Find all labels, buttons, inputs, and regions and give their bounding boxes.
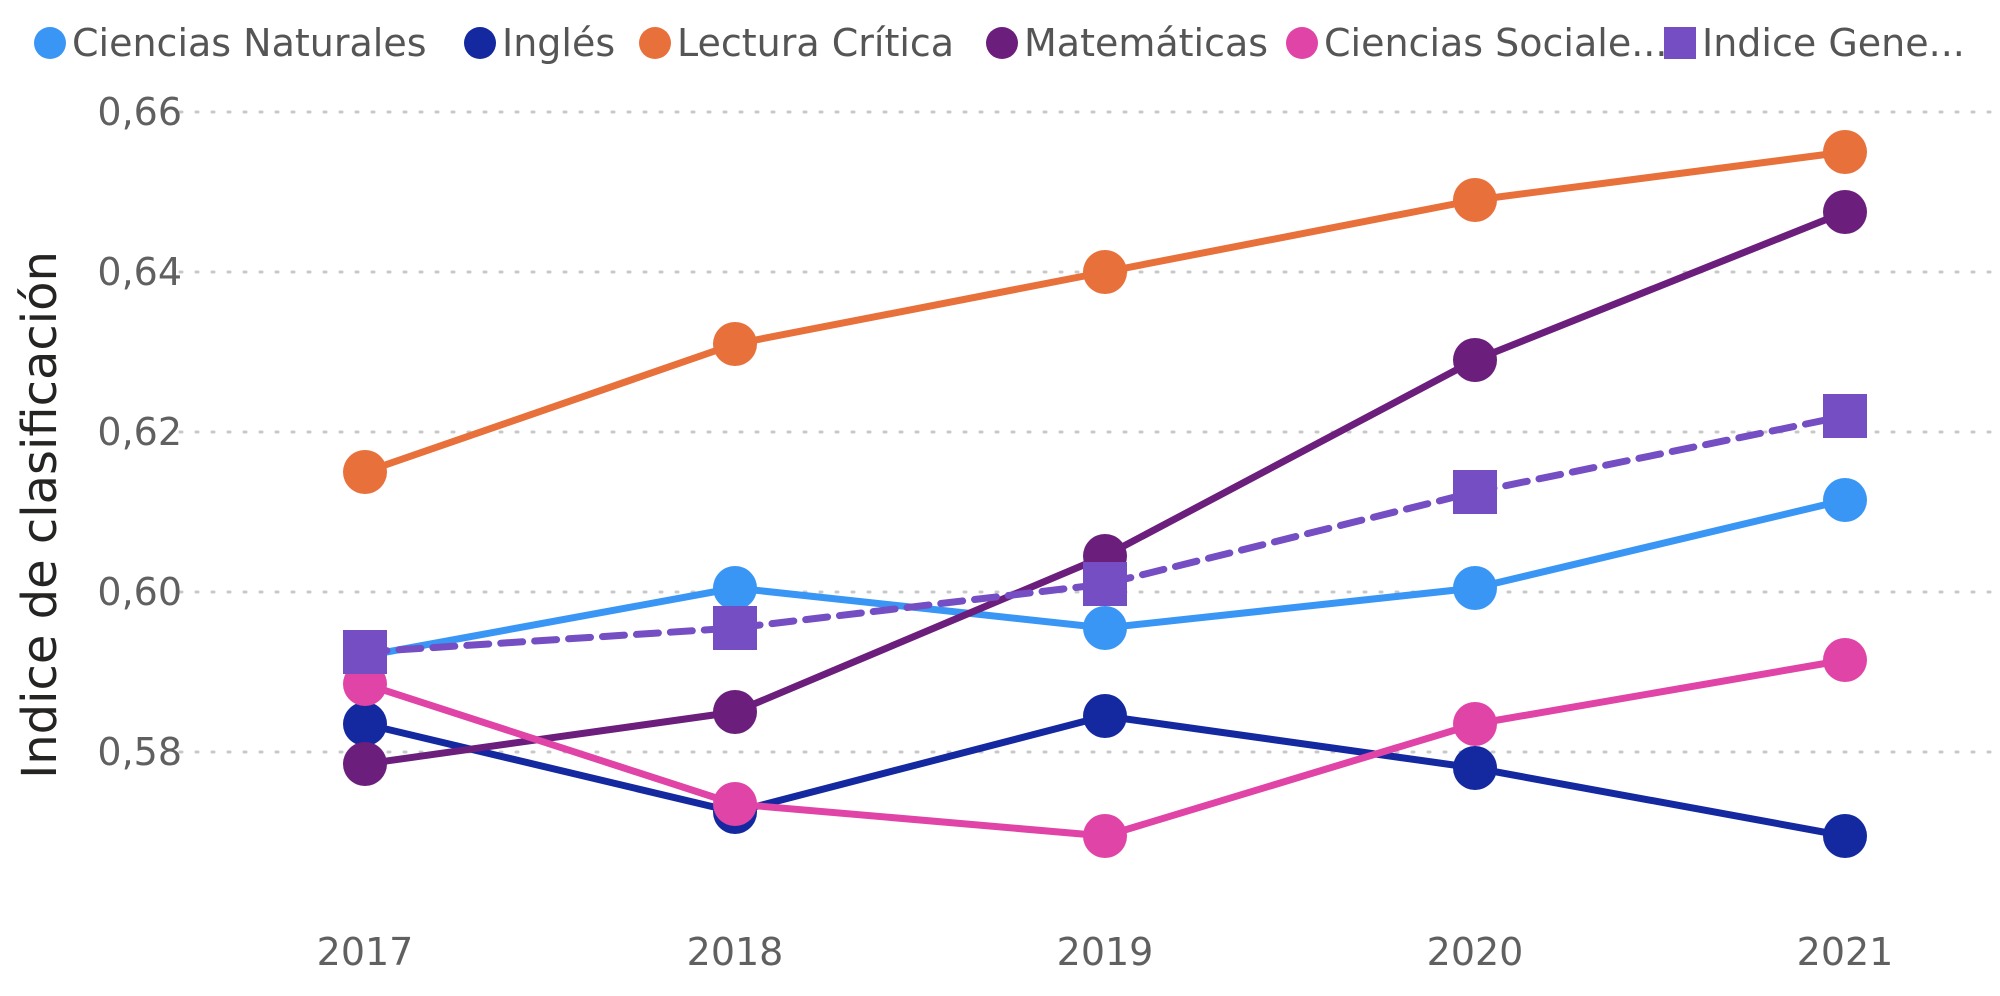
legend-label: Indice Gene... xyxy=(1702,21,1965,65)
data-point[interactable] xyxy=(1083,814,1127,858)
legend-item-ciencias-sociale[interactable]: Ciencias Sociale... xyxy=(1286,21,1667,65)
data-point[interactable] xyxy=(1453,566,1497,610)
legend-item-lectura-critica[interactable]: Lectura Crítica xyxy=(639,21,954,65)
data-point[interactable] xyxy=(1453,470,1497,514)
data-point[interactable] xyxy=(713,782,757,826)
x-tick-label: 2017 xyxy=(317,930,414,974)
legend-label: Lectura Crítica xyxy=(677,21,954,65)
legend-marker xyxy=(1664,27,1696,59)
data-point[interactable] xyxy=(1453,338,1497,382)
series-line xyxy=(361,148,1849,476)
data-point[interactable] xyxy=(1083,606,1127,650)
data-point[interactable] xyxy=(1823,478,1867,522)
data-point[interactable] xyxy=(343,630,387,674)
data-point[interactable] xyxy=(1823,814,1867,858)
data-point[interactable] xyxy=(1823,190,1867,234)
data-point[interactable] xyxy=(713,322,757,366)
data-point[interactable] xyxy=(343,742,387,786)
legend-marker xyxy=(986,27,1018,59)
legend-marker xyxy=(464,27,496,59)
legend-item-ciencias-naturales[interactable]: Ciencias Naturales xyxy=(34,21,427,65)
y-tick-label: 0,58 xyxy=(97,730,182,774)
series-lectura-critica xyxy=(343,130,1867,494)
x-tick-label: 2021 xyxy=(1797,930,1894,974)
legend-label: Ciencias Sociale... xyxy=(1324,21,1667,65)
data-point[interactable] xyxy=(343,450,387,494)
legend-item-ingles[interactable]: Inglés xyxy=(464,21,615,65)
y-tick-label: 0,60 xyxy=(97,570,182,614)
data-point[interactable] xyxy=(1823,394,1867,438)
legend-label: Matemáticas xyxy=(1024,21,1268,65)
legend-item-indice-gene[interactable]: Indice Gene... xyxy=(1664,21,1965,65)
gridlines xyxy=(178,110,1992,754)
x-tick-label: 2019 xyxy=(1057,930,1154,974)
legend-item-matematicas[interactable]: Matemáticas xyxy=(986,21,1268,65)
data-point[interactable] xyxy=(1823,130,1867,174)
y-tick-label: 0,66 xyxy=(97,90,182,134)
series-line xyxy=(361,656,1849,840)
data-point[interactable] xyxy=(713,690,757,734)
data-point[interactable] xyxy=(1453,746,1497,790)
data-point[interactable] xyxy=(1083,562,1127,606)
legend-label: Inglés xyxy=(502,21,615,65)
series-indice-gene xyxy=(343,394,1867,674)
y-axis-title: Indice de clasificación xyxy=(12,251,68,779)
data-point[interactable] xyxy=(713,566,757,610)
y-tick-label: 0,64 xyxy=(97,250,182,294)
series-line xyxy=(361,208,1849,768)
x-tick-label: 2020 xyxy=(1427,930,1524,974)
legend-marker xyxy=(1286,27,1318,59)
x-axis-ticks: 2017 2018 2019 2020 2021 xyxy=(317,930,1894,974)
series-ciencias-sociale xyxy=(343,638,1867,858)
legend-marker xyxy=(34,27,66,59)
data-point[interactable] xyxy=(1083,250,1127,294)
data-point[interactable] xyxy=(1453,702,1497,746)
data-point[interactable] xyxy=(1823,638,1867,682)
series-group xyxy=(343,130,1867,858)
data-point[interactable] xyxy=(1083,694,1127,738)
data-point[interactable] xyxy=(713,606,757,650)
series-line xyxy=(361,412,1849,656)
legend-label: Ciencias Naturales xyxy=(72,21,427,65)
x-tick-label: 2018 xyxy=(687,930,784,974)
y-tick-label: 0,62 xyxy=(97,410,182,454)
legend: Ciencias Naturales Inglés Lectura Crítica M… xyxy=(34,21,1965,65)
data-point[interactable] xyxy=(1453,178,1497,222)
legend-marker xyxy=(639,27,671,59)
data-point[interactable] xyxy=(343,702,387,746)
y-axis-ticks: 0,58 0,60 0,62 0,64 0,66 xyxy=(97,90,182,774)
